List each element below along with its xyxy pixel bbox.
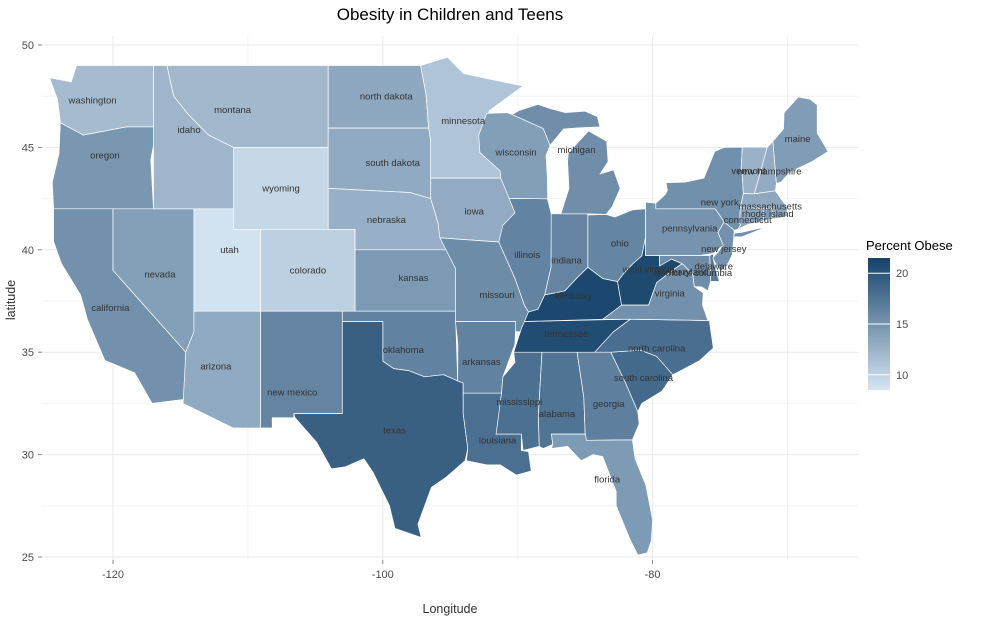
- state-label-minnesota: minnesota: [441, 116, 486, 127]
- state-label-oregon: oregon: [90, 151, 120, 162]
- x-tick-label: -120: [102, 569, 124, 581]
- states-layer: [49, 56, 829, 556]
- state-label-ohio: ohio: [611, 239, 629, 250]
- state-label-rhode-island: rhode island: [742, 209, 794, 220]
- state-label-new-jersey: new jersey: [701, 244, 747, 255]
- state-label-texas: texas: [383, 426, 406, 437]
- legend-tick-label: 15: [896, 319, 908, 331]
- state-label-nebraska: nebraska: [367, 215, 407, 226]
- state-label-nevada: nevada: [144, 269, 176, 280]
- x-tick-label: -100: [372, 569, 394, 581]
- state-label-south-carolina: south carolina: [614, 373, 674, 384]
- state-label-delaware: delaware: [695, 262, 734, 273]
- y-tick-label: 40: [22, 245, 34, 257]
- legend-title: Percent Obese: [866, 238, 953, 253]
- state-label-michigan: michigan: [557, 145, 595, 156]
- state-illinois: [498, 198, 552, 313]
- state-label-south-dakota: south dakota: [365, 158, 420, 169]
- chart-title: Obesity in Children and Teens: [337, 5, 564, 24]
- state-label-kentucky: kentucky: [555, 291, 593, 302]
- state-label-iowa: iowa: [464, 207, 484, 218]
- state-label-oklahoma: oklahoma: [383, 345, 425, 356]
- state-florida: [551, 433, 653, 556]
- x-tick-label: -80: [645, 569, 661, 581]
- state-label-utah: utah: [220, 245, 239, 256]
- state-labels-layer: washington oregon california nevada idaho mon…: [67, 91, 810, 485]
- state-maryland: [659, 255, 711, 292]
- y-tick-label: 35: [22, 347, 34, 359]
- state-label-wisconsin: wisconsin: [495, 148, 537, 159]
- state-label-connecticut: connecticut: [724, 215, 772, 226]
- y-tick-label: 30: [22, 450, 34, 462]
- axes-layer: -120 -100 -80 25 30 35 40 45 50: [22, 40, 661, 581]
- state-label-north-dakota: north dakota: [360, 91, 414, 102]
- state-label-new-york: new york: [701, 198, 739, 209]
- state-label-massachusetts: massachusetts: [739, 202, 803, 213]
- state-label-maine: maine: [785, 134, 811, 145]
- state-label-arkansas: arkansas: [462, 357, 501, 368]
- state-label-florida: florida: [594, 474, 621, 485]
- state-label-kansas: kansas: [398, 273, 428, 284]
- state-label-district-of-columbia: district of columbia: [653, 268, 732, 279]
- legend-tick-label: 10: [896, 370, 908, 382]
- state-label-virginia: virginia: [655, 288, 686, 299]
- state-maine: [772, 96, 829, 184]
- state-label-mississippi: mississippi: [496, 397, 542, 408]
- y-axis-label: latitude: [4, 280, 18, 320]
- y-tick-label: 25: [22, 552, 34, 564]
- state-new-jersey: [712, 221, 735, 273]
- state-label-new-hampshire: new hampshire: [737, 166, 801, 177]
- state-label-new-mexico: new mexico: [267, 388, 317, 399]
- state-label-georgia: georgia: [593, 399, 625, 410]
- state-label-vermont: vermont: [731, 166, 766, 177]
- state-label-colorado: colorado: [290, 265, 326, 276]
- state-new-hampshire: [754, 140, 777, 195]
- state-oregon: [51, 122, 157, 210]
- y-tick-label: 45: [22, 142, 34, 154]
- state-label-pennsylvania: pennsylvania: [662, 224, 718, 235]
- state-label-maryland: maryland: [669, 267, 708, 278]
- state-wisconsin: [478, 112, 551, 200]
- state-ohio: [587, 208, 646, 282]
- state-new-mexico: [260, 310, 343, 429]
- legend-layer: Percent Obese 10 15 20: [866, 238, 953, 390]
- state-label-idaho: idaho: [177, 125, 200, 136]
- state-label-california: california: [91, 303, 130, 314]
- state-label-louisiana: louisiana: [479, 435, 517, 446]
- state-texas: [293, 321, 469, 538]
- state-label-wyoming: wyoming: [261, 183, 300, 194]
- state-label-missouri: missouri: [479, 290, 514, 301]
- state-michigan: [560, 130, 621, 215]
- state-label-washington: washington: [67, 95, 116, 106]
- state-label-tennessee: tennessee: [544, 329, 588, 340]
- state-label-illinois: illinois: [514, 250, 540, 261]
- legend-tick-label: 20: [896, 268, 908, 280]
- state-label-arizona: arizona: [200, 362, 232, 373]
- state-new-york: [732, 227, 763, 238]
- state-label-montana: montana: [214, 105, 252, 116]
- state-connecticut: [737, 207, 764, 230]
- state-label-north-carolina: north carolina: [628, 344, 686, 355]
- y-tick-label: 50: [22, 40, 34, 52]
- state-michigan: [511, 104, 601, 146]
- state-label-indiana: indiana: [551, 256, 582, 267]
- state-label-alabama: alabama: [539, 409, 576, 420]
- state-district-of-columbia: [691, 271, 695, 275]
- state-label-west-virginia: west virginia: [621, 265, 675, 276]
- x-axis-label: Longitude: [423, 602, 478, 616]
